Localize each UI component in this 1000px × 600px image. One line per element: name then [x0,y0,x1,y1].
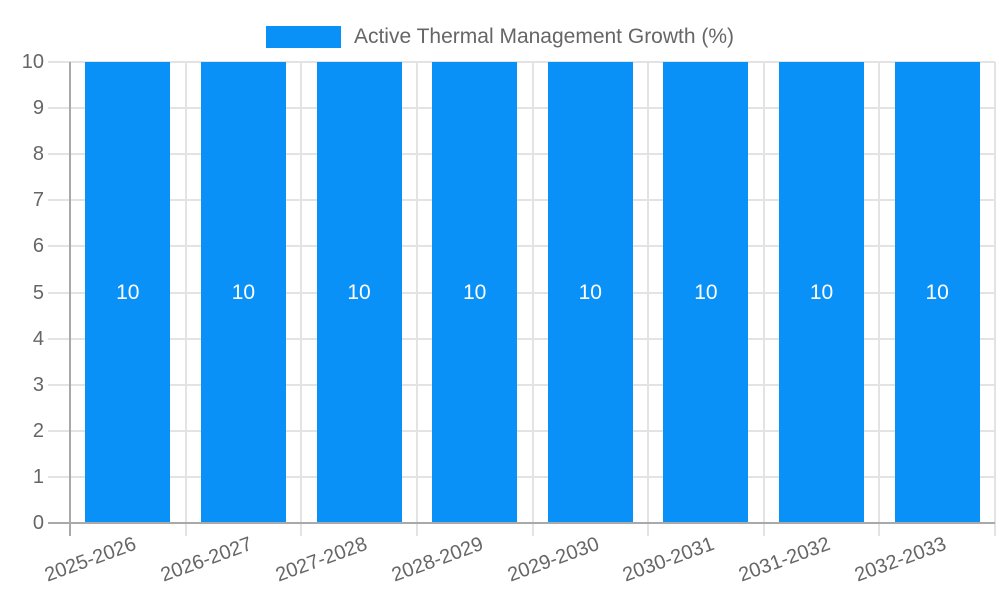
y-axis-tick [48,245,70,248]
bar-value-label: 10 [809,280,834,304]
y-axis-tick [48,61,70,63]
x-tick-label: 2031-2032 [735,533,834,587]
x-grid-line [415,62,418,523]
x-grid-line [531,62,534,523]
x-axis-tick [878,523,881,536]
bar[interactable]: 10 [663,62,749,523]
bar-value-label: 10 [231,280,256,304]
y-axis-tick [48,337,70,340]
bar[interactable]: 10 [85,62,171,523]
y-axis-line [69,62,71,536]
bar[interactable]: 10 [547,62,633,523]
bar[interactable]: 10 [432,62,518,523]
chart-legend[interactable]: Active Thermal Management Growth (%) [0,26,1000,48]
x-tick-label: 2030-2031 [620,533,718,587]
x-grid-line [994,62,996,523]
x-axis-tick [647,523,650,536]
x-grid-line [300,62,303,523]
y-tick-label: 7 [32,189,44,212]
y-tick-label: 5 [32,281,44,304]
y-axis-tick [48,107,70,110]
y-tick-label: 1 [32,465,44,488]
bar[interactable]: 10 [316,62,402,523]
x-axis-tick [531,523,534,536]
y-tick-label: 8 [32,143,44,166]
x-axis-line [48,522,995,524]
x-axis-tick [762,523,765,536]
y-tick-label: 6 [32,235,44,258]
x-tick-label: 2028-2029 [388,533,487,587]
y-axis-tick [48,199,70,202]
bar-value-label: 10 [578,280,602,304]
y-tick-label: 0 [32,512,44,534]
x-grid-line [647,62,650,523]
y-tick-label: 9 [32,97,44,120]
x-axis-tick [994,523,996,536]
y-axis-tick [48,429,70,432]
x-axis-tick [300,523,303,536]
x-grid-line [762,62,765,523]
y-axis-tick [48,383,70,386]
y-tick-label: 3 [32,373,44,396]
legend-label[interactable]: Active Thermal Management Growth (%) [353,25,735,48]
y-axis-tick [48,475,70,478]
bar[interactable]: 10 [200,62,286,523]
legend-swatch[interactable] [265,26,341,48]
x-axis-tick [184,523,187,536]
x-tick-label: 2029-2030 [504,533,602,587]
y-tick-label: 4 [32,327,44,350]
x-tick-label: 2025-2026 [41,533,140,587]
x-tick-label: 2027-2028 [273,533,371,587]
y-axis-tick [48,153,70,156]
bar-value-label: 10 [694,280,718,304]
x-tick-label: 2032-2033 [851,533,949,587]
bar[interactable]: 10 [779,62,865,523]
bar-value-label: 10 [347,280,371,304]
y-tick-label: 2 [32,419,44,442]
x-axis-tick [415,523,418,536]
x-grid-line [184,62,187,523]
bar-value-label: 10 [463,280,487,304]
bar-value-label: 10 [925,280,949,304]
x-tick-label: 2026-2027 [157,533,255,587]
y-tick-label: 10 [21,51,44,73]
y-axis-tick [48,291,70,294]
bar[interactable]: 10 [894,62,980,523]
bar-value-label: 10 [116,280,140,304]
x-grid-line [878,62,881,523]
